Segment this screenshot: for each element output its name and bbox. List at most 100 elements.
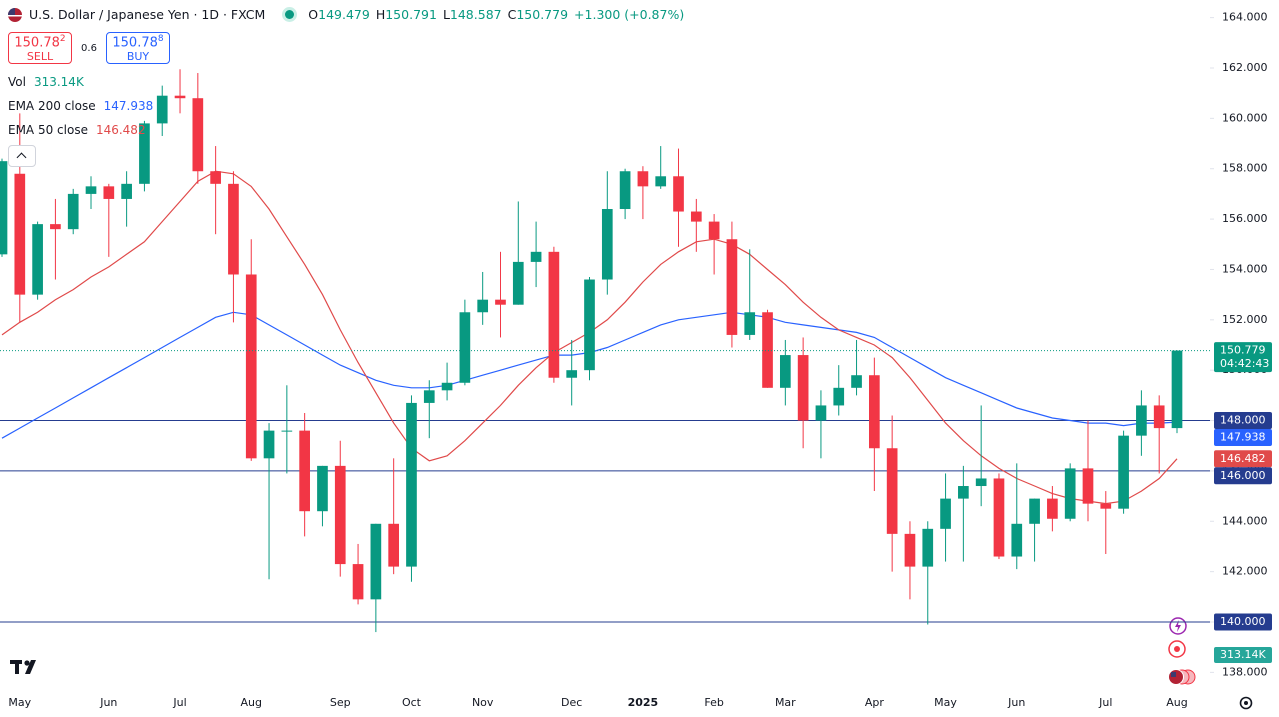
candle-body xyxy=(797,355,809,421)
candle-body xyxy=(245,274,257,459)
candle-body xyxy=(423,390,435,403)
candle-body xyxy=(619,171,631,210)
candle-body xyxy=(566,370,578,378)
candle-body xyxy=(779,355,791,388)
price-tag-label: 147.938 xyxy=(1220,431,1266,444)
y-tick-label: 162.000 xyxy=(1222,61,1268,74)
candle-body xyxy=(815,405,827,421)
x-tick-label: Jun xyxy=(99,696,117,709)
x-tick-label: Oct xyxy=(402,696,422,709)
side-icons xyxy=(1168,617,1196,685)
change: +1.300 (+0.87%) xyxy=(574,7,685,22)
y-tick-label: 152.000 xyxy=(1222,313,1268,326)
y-tick-label: 154.000 xyxy=(1222,262,1268,275)
trade-panel: 150.782 SELL 0.6 150.788 BUY xyxy=(8,32,170,64)
y-tick-label: 164.000 xyxy=(1222,11,1268,24)
x-tick-label: Sep xyxy=(330,696,351,709)
collapse-button[interactable] xyxy=(8,145,36,167)
candle-body xyxy=(459,312,471,383)
buy-button[interactable]: 150.788 BUY xyxy=(106,32,170,64)
price-tag-label: 146.482 xyxy=(1220,452,1266,465)
y-tick-label: 160.000 xyxy=(1222,111,1268,124)
x-tick-label: Jun xyxy=(1007,696,1025,709)
candle-body xyxy=(228,183,239,275)
x-tick-label: May xyxy=(934,696,957,709)
volume-tag-label: 313.14K xyxy=(1220,648,1266,661)
ohlc-value: 150.779 xyxy=(516,7,569,22)
candle-body xyxy=(584,279,595,371)
x-tick-label: Apr xyxy=(865,696,885,709)
ema50-legend: EMA 50 close 146.482 xyxy=(8,123,146,137)
y-tick-label: 144.000 xyxy=(1222,514,1268,527)
flag-icon xyxy=(8,7,22,22)
candle-body xyxy=(495,299,506,305)
sell-label: SELL xyxy=(26,50,54,64)
price-tag xyxy=(1214,467,1272,485)
candle-body xyxy=(14,173,26,295)
candle-body xyxy=(210,171,221,184)
candle-body xyxy=(50,224,61,230)
candle-body xyxy=(530,251,542,262)
candle-body xyxy=(726,239,738,335)
candle-body xyxy=(1171,350,1183,429)
candle-body xyxy=(869,375,880,449)
price-tag xyxy=(1214,429,1272,447)
candle-body xyxy=(156,95,168,124)
candle-body xyxy=(993,478,1005,557)
symbol-title: U.S. Dollar / Japanese Yen · 1D · FXCM xyxy=(29,7,266,22)
plot-area xyxy=(1210,17,1214,673)
candle-body xyxy=(708,221,720,240)
candle-body xyxy=(1082,468,1094,504)
candle-body xyxy=(922,528,934,567)
candle-body xyxy=(744,312,756,335)
x-tick-label: Aug xyxy=(241,696,262,709)
price-tag-label: 150.779 xyxy=(1220,344,1266,357)
candle-body xyxy=(1136,405,1147,436)
x-tick-label: Mar xyxy=(775,696,796,709)
volume-legend: Vol 313.14K xyxy=(8,75,84,89)
ema50-value: 146.482 xyxy=(95,123,146,137)
y-tick-label: 156.000 xyxy=(1222,212,1268,225)
ema200-legend: EMA 200 close 147.938 xyxy=(8,99,153,113)
volume-name: Vol xyxy=(8,75,26,89)
ohlc-value: 150.791 xyxy=(385,7,437,22)
ohlc-value: 148.587 xyxy=(449,7,502,22)
candle-body xyxy=(690,211,702,222)
candle-body xyxy=(1100,503,1112,509)
logo xyxy=(10,660,36,674)
candle-body xyxy=(388,523,400,567)
candle-body xyxy=(1118,435,1129,509)
countdown: 04:42:43 xyxy=(1220,357,1269,370)
candle-body xyxy=(406,402,417,567)
y-tick-label: 142.000 xyxy=(1222,565,1268,578)
candle-body xyxy=(1153,405,1165,429)
price-tag xyxy=(1214,613,1272,631)
buy-label: BUY xyxy=(126,50,150,64)
volume-tag xyxy=(1214,647,1272,663)
x-tick-label: Jul xyxy=(172,696,186,709)
candle-body xyxy=(121,183,132,199)
candle-body xyxy=(0,161,8,255)
candle-body xyxy=(601,209,613,280)
candle-body xyxy=(370,523,382,600)
price-tag-label: 148.000 xyxy=(1220,414,1266,427)
sell-button[interactable]: 150.782 SELL xyxy=(8,32,72,64)
candle-body xyxy=(833,387,845,406)
candle-body xyxy=(263,430,275,459)
market-status xyxy=(285,10,295,19)
candle-body xyxy=(32,224,43,295)
candle-body xyxy=(477,299,489,313)
candle-body xyxy=(334,465,346,565)
candle-body xyxy=(886,448,898,534)
candle-body xyxy=(904,533,916,567)
price-tag-label: 140.000 xyxy=(1220,615,1266,628)
ohlc-label: L xyxy=(442,7,450,22)
symbol-header: U.S. Dollar / Japanese Yen · 1D · FXCM O… xyxy=(8,7,684,22)
candle-body xyxy=(548,251,560,378)
candle-body xyxy=(975,478,987,487)
settings-icon[interactable] xyxy=(1239,696,1253,710)
candle-body xyxy=(958,486,969,499)
candle-body xyxy=(655,176,667,187)
candle-body xyxy=(192,98,204,172)
